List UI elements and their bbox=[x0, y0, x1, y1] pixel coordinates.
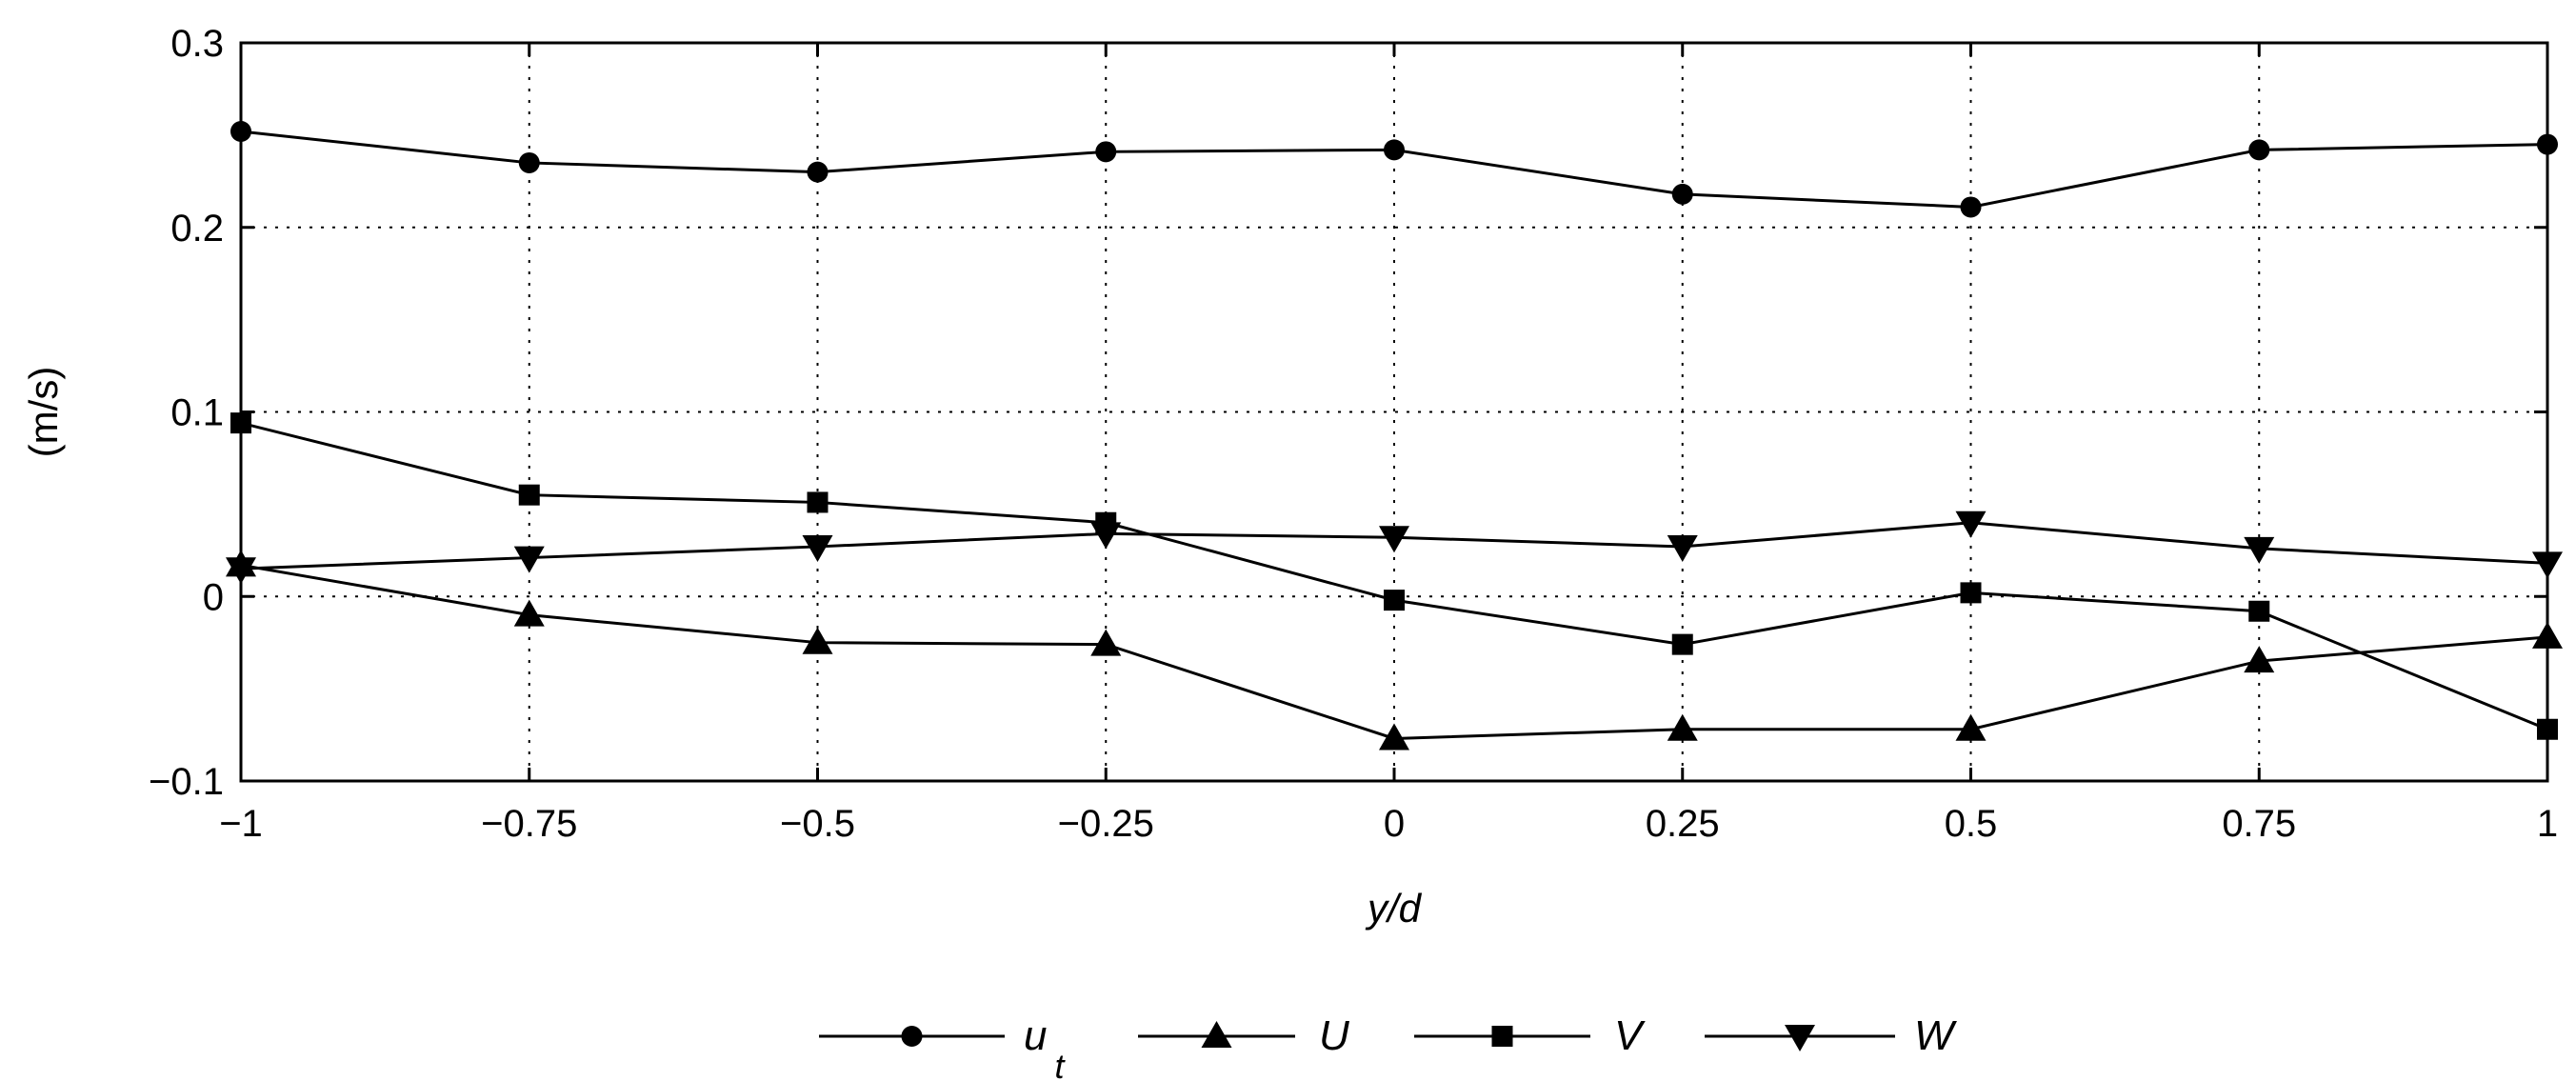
legend-marker bbox=[901, 1026, 923, 1047]
data-point bbox=[1955, 510, 1987, 538]
legend-entry-u: ut bbox=[819, 1012, 1066, 1081]
data-point bbox=[807, 491, 829, 513]
data-point bbox=[1960, 196, 1982, 218]
legend-marker bbox=[1201, 1021, 1232, 1048]
data-point bbox=[1955, 713, 1987, 741]
data-point bbox=[2248, 139, 2270, 161]
data-point bbox=[1095, 141, 1117, 163]
legend-marker bbox=[1491, 1026, 1513, 1047]
data-point bbox=[807, 161, 829, 183]
data-point bbox=[513, 546, 545, 573]
legend-label: W bbox=[1914, 1012, 1957, 1059]
series-layer bbox=[226, 121, 2563, 751]
series-u bbox=[226, 550, 2563, 751]
y-tick-label: 0.2 bbox=[170, 208, 224, 250]
legend: ut U V W bbox=[819, 1012, 1957, 1081]
data-point bbox=[1379, 526, 1409, 553]
data-point bbox=[518, 151, 540, 173]
data-point bbox=[2248, 600, 2270, 622]
data-point bbox=[1667, 713, 1698, 741]
data-point bbox=[1960, 582, 1982, 604]
y-axis-label: (m/s) bbox=[21, 367, 66, 458]
data-point bbox=[1671, 633, 1693, 655]
x-tick-label: −0.75 bbox=[481, 803, 577, 845]
data-point bbox=[1384, 139, 1405, 161]
x-tick-label: −1 bbox=[219, 803, 263, 845]
legend-label: U bbox=[1319, 1012, 1349, 1059]
data-point bbox=[2244, 646, 2275, 673]
data-point bbox=[1090, 522, 1122, 550]
data-point bbox=[802, 534, 833, 562]
series-u bbox=[230, 121, 2558, 218]
data-point bbox=[802, 627, 833, 654]
x-tick-label: 0.5 bbox=[1945, 803, 1998, 845]
x-tick-label: 0.25 bbox=[1646, 803, 1720, 845]
legend-subscript: t bbox=[1054, 1047, 1066, 1081]
legend-entry-w: W bbox=[1705, 1012, 1957, 1059]
data-point bbox=[1090, 629, 1122, 656]
x-tick-label: −0.25 bbox=[1058, 803, 1154, 845]
legend-label: V bbox=[1614, 1012, 1646, 1059]
x-axis-label: y/d bbox=[1365, 886, 1423, 931]
y-tick-label: 0.1 bbox=[170, 392, 224, 434]
ticks: −1 −0.75 −0.5 −0.25 0 0.25 0.5 0.75 1 −0.1 0 0.1 0.2… bbox=[149, 23, 2558, 845]
y-tick-label: 0 bbox=[203, 576, 224, 618]
x-tick-label: 1 bbox=[2537, 803, 2558, 845]
data-point bbox=[513, 599, 545, 627]
legend-entry-v: V bbox=[1414, 1012, 1646, 1059]
series-w bbox=[226, 510, 2563, 585]
x-tick-label: 0 bbox=[1384, 803, 1405, 845]
legend-entry-u: U bbox=[1138, 1012, 1349, 1059]
series-v bbox=[230, 412, 2558, 740]
x-tick-label: 0.75 bbox=[2222, 803, 2296, 845]
data-point bbox=[1384, 590, 1405, 611]
data-point bbox=[1671, 183, 1693, 205]
data-point bbox=[1379, 723, 1409, 751]
legend-label: ut bbox=[1024, 1012, 1066, 1081]
y-tick-label: 0.3 bbox=[170, 23, 224, 65]
data-point bbox=[2244, 536, 2275, 564]
x-tick-label: −0.5 bbox=[780, 803, 855, 845]
data-point bbox=[518, 484, 540, 506]
y-tick-label: −0.1 bbox=[149, 761, 224, 803]
legend-marker bbox=[1785, 1025, 1815, 1051]
data-point bbox=[1667, 534, 1698, 562]
